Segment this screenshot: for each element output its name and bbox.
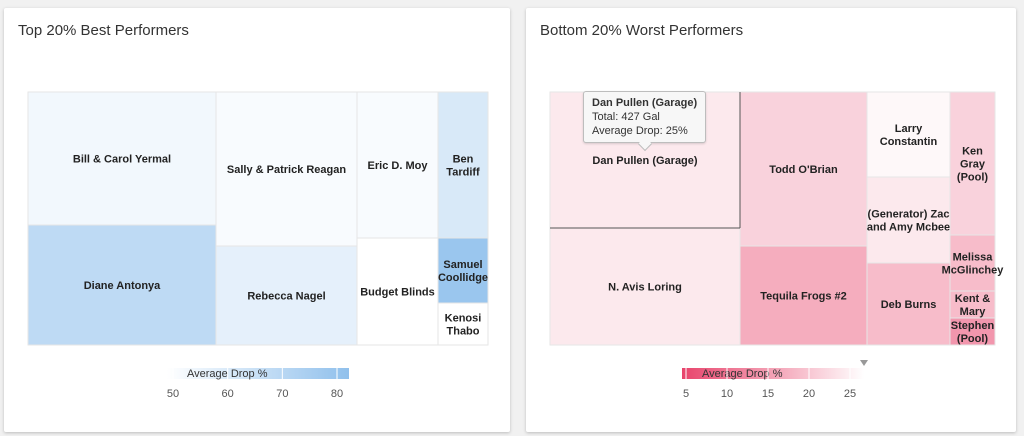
treemap-cell-label: Kent & Mary (955, 293, 991, 318)
treemap-cell-label: Larry Constantin (880, 123, 938, 148)
treemap-cell-label: Samuel Coollidge (438, 259, 488, 284)
treemap-cell-label: Kenosi Thabo (445, 313, 482, 338)
treemap-cell-rect (949, 317, 996, 346)
legend-gradient-bar (167, 368, 349, 379)
legend-tick-label: 50 (167, 388, 179, 400)
treemap-cell-rect (949, 91, 996, 236)
worst-performers-treemap: Dan Pullen (Garage) N. Avis Loring Todd O'… (549, 91, 1005, 400)
treemap-cell-label: Todd O'Brian (769, 164, 838, 176)
treemap-cell-rect (437, 237, 489, 304)
treemap-cell-sally-patrick-reagan[interactable]: Sally & Patrick Reagan (215, 91, 358, 247)
legend-value-marker (860, 360, 868, 366)
treemap-cell-label: Diane Antonya (84, 280, 161, 292)
treemap-cell-label: (Generator) Zac and Amy Mcbee (867, 209, 950, 234)
treemap-cell-rect (866, 91, 951, 178)
treemap-cell-kent-mary[interactable]: Kent & Mary (949, 290, 996, 319)
treemap-cell-label: N. Avis Loring (608, 282, 682, 294)
cell-tooltip: Dan Pullen (Garage) Total: 427 Gal Avera… (583, 91, 707, 143)
treemap-cell-label: Sally & Patrick Reagan (227, 164, 347, 176)
treemap-cell-rect (356, 91, 439, 239)
treemap-cell-diane-antonya[interactable]: Diane Antonya (27, 224, 217, 346)
worst-performers-title: Bottom 20% Worst Performers (540, 22, 744, 39)
legend-tick-label: 15 (762, 388, 774, 400)
legend-tick-label: 80 (331, 388, 343, 400)
treemap-cell-rect (27, 224, 217, 346)
legend-tick-label: 70 (276, 388, 288, 400)
best-performers-title: Top 20% Best Performers (18, 22, 189, 39)
treemap-cell-label: Stephen (Pool) (951, 320, 995, 345)
treemap-cell-tequila-frogs-2[interactable]: Tequila Frogs #2 (739, 245, 868, 346)
legend-title: Average Drop % (702, 368, 783, 380)
treemap-cell-rect (356, 237, 439, 346)
legend-gradient-bar (682, 368, 864, 379)
treemap-cell-label: Bill & Carol Yermal (73, 154, 171, 166)
treemap-cell-melissa-mcglinchey[interactable]: Melissa McGlinchey (942, 234, 1005, 292)
tooltip-average-drop: Average Drop: 25% (592, 125, 688, 137)
treemap-cell-label: Dan Pullen (Garage) (592, 155, 697, 167)
treemap-cell-label: Tequila Frogs #2 (760, 291, 847, 303)
tooltip-title: Dan Pullen (Garage) (592, 97, 698, 109)
treemap-cell-deb-burns[interactable]: Deb Burns (866, 262, 951, 346)
treemap-cell-n-avis-loring[interactable]: N. Avis Loring (549, 227, 741, 346)
treemap-cell-larry-constantin[interactable]: Larry Constantin (866, 91, 951, 178)
treemap-cell-budget-blinds[interactable]: Budget Blinds (356, 237, 439, 346)
treemap-cell-generator-zac-and-amy-mcbee[interactable]: (Generator) Zac and Amy Mcbee (866, 176, 951, 264)
treemap-cell-label: Ken Gray (Pool) (957, 146, 988, 184)
treemap-cell-kenosi-thabo[interactable]: Kenosi Thabo (437, 302, 489, 346)
treemap-cell-rect (215, 245, 358, 346)
treemap-cell-todd-o-brian[interactable]: Todd O'Brian (739, 91, 868, 247)
legend-tick-label: 5 (683, 388, 689, 400)
treemap-cell-stephen-pool[interactable]: Stephen (Pool) (949, 317, 996, 346)
treemap-cell-bill-carol-yermal[interactable]: Bill & Carol Yermal (27, 91, 217, 226)
legend-color-scale: Average Drop %50 60 70 80 (167, 368, 349, 400)
legend-tick-label: 25 (844, 388, 856, 400)
treemap-cell-label: Ben Tardiff (446, 154, 480, 179)
treemap-cell-label: Melissa McGlinchey (942, 252, 1005, 277)
treemap-cell-rect (739, 245, 868, 346)
legend-color-scale: Average Drop % 5 10 15 20 25 (682, 360, 868, 400)
treemap-cell-label: Deb Burns (881, 299, 937, 311)
treemap-cell-eric-d-moy[interactable]: Eric D. Moy (356, 91, 439, 239)
treemap-cell-ben-tardiff[interactable]: Ben Tardiff (437, 91, 489, 239)
treemap-cell-rect (549, 227, 741, 346)
treemap-cell-rect (437, 302, 489, 346)
treemap-cell-label: Budget Blinds (360, 287, 435, 299)
best-performers-card: Top 20% Best Performers Bill & Carol Yer… (4, 8, 510, 432)
worst-performers-card: Bottom 20% Worst Performers Dan Pullen (… (526, 8, 1016, 432)
treemap-cell-ken-gray-pool[interactable]: Ken Gray (Pool) (949, 91, 996, 236)
tooltip-total: Total: 427 Gal (592, 111, 660, 123)
treemap-cell-rect (437, 91, 489, 239)
legend-tick-label: 20 (803, 388, 815, 400)
treemap-cell-label: Eric D. Moy (368, 160, 429, 172)
treemap-cell-rect (866, 262, 951, 346)
best-performers-treemap: Bill & Carol Yermal Diane Antonya Sally & … (27, 91, 489, 400)
legend-tick-label: 10 (721, 388, 733, 400)
legend-tick-label: 60 (222, 388, 234, 400)
treemap-cell-rebecca-nagel[interactable]: Rebecca Nagel (215, 245, 358, 346)
treemap-cell-rect (739, 91, 868, 247)
treemap-cell-label: Rebecca Nagel (247, 291, 325, 303)
treemap-cell-rect (866, 176, 951, 264)
treemap-cell-samuel-coollidge[interactable]: Samuel Coollidge (437, 237, 489, 304)
